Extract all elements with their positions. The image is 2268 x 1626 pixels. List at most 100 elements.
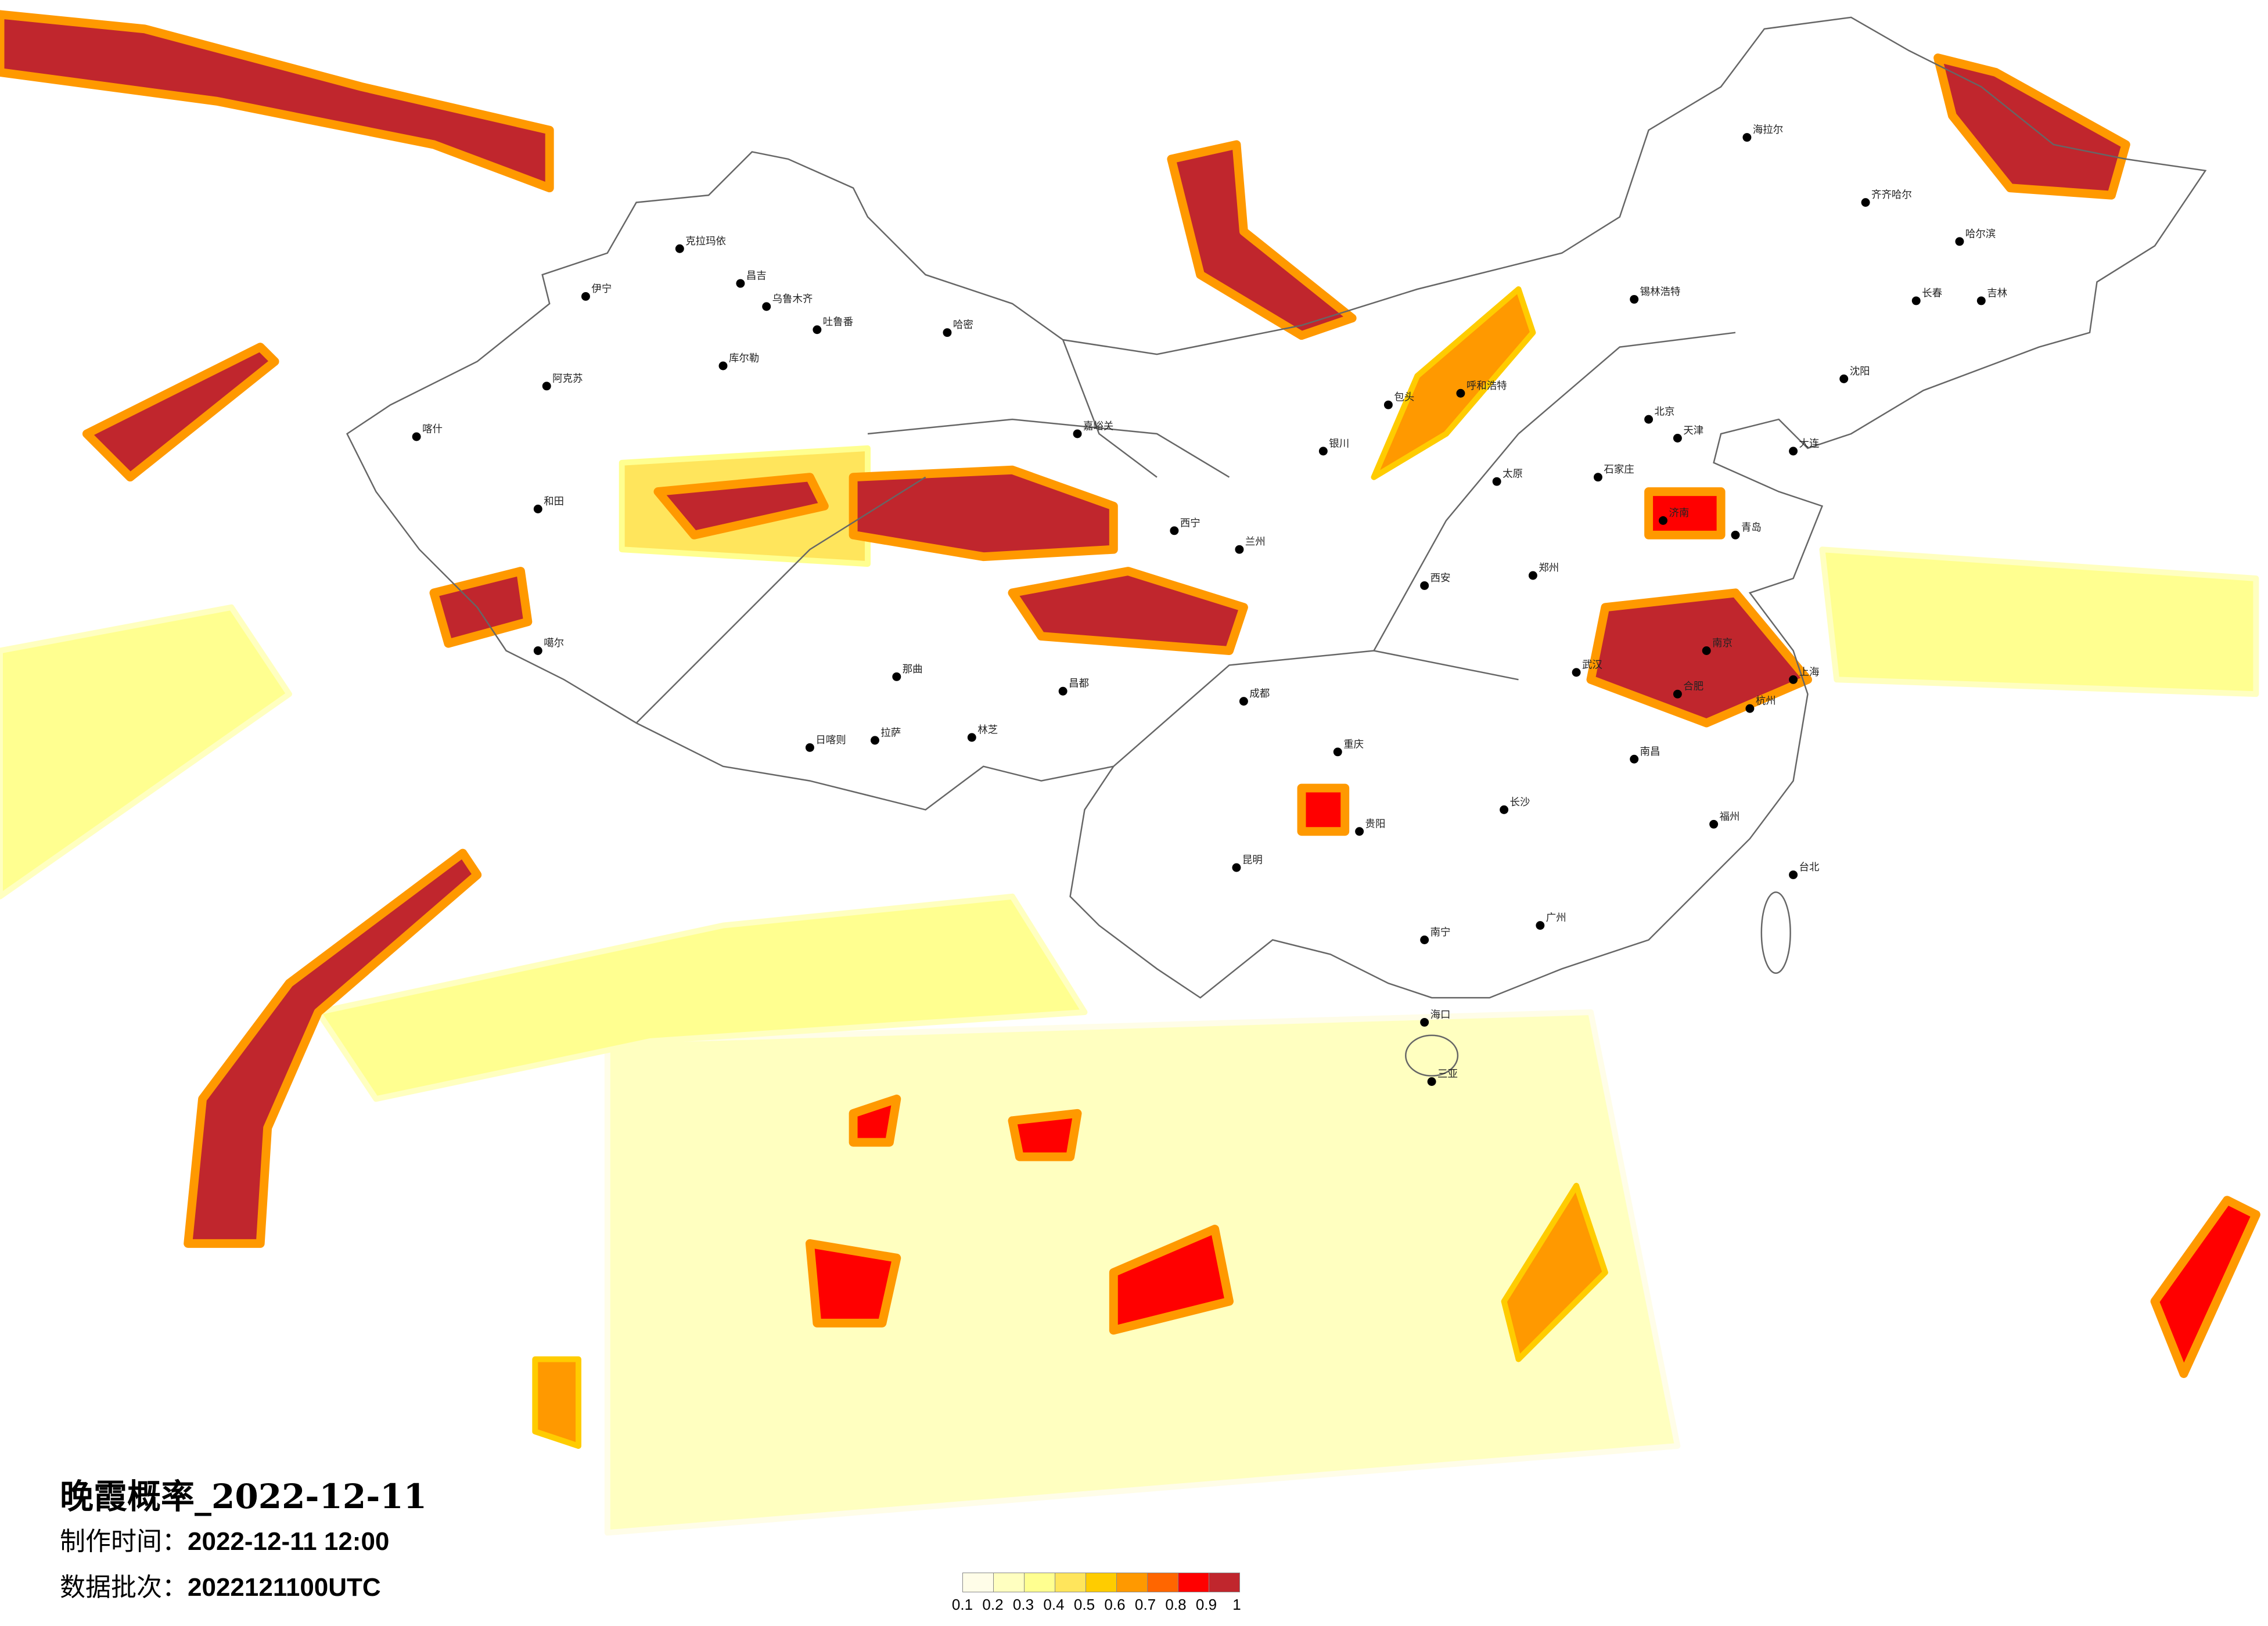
city-label: 成都 bbox=[1249, 688, 1270, 700]
city-label: 海口 bbox=[1430, 1009, 1451, 1021]
city-marker: 杭州 bbox=[1745, 696, 1776, 713]
city-dot bbox=[1673, 434, 1682, 443]
city-marker: 福州 bbox=[1709, 811, 1739, 829]
city-label: 三亚 bbox=[1437, 1069, 1458, 1080]
probability-fields bbox=[0, 10, 2260, 1536]
probability-field bbox=[1644, 487, 1726, 539]
city-marker: 石家庄 bbox=[1593, 464, 1634, 482]
city-dot bbox=[1911, 296, 1921, 305]
city-label: 沈阳 bbox=[1850, 366, 1870, 377]
probability-field bbox=[0, 604, 292, 900]
city-label: 吐鲁番 bbox=[823, 316, 853, 328]
city-dot bbox=[805, 743, 814, 752]
legend-tick: 0.3 bbox=[1012, 1596, 1034, 1613]
city-marker: 海口 bbox=[1420, 1009, 1450, 1027]
production-time-value: 2022-12-11 12:00 bbox=[188, 1527, 390, 1556]
city-dot bbox=[1572, 668, 1581, 677]
taiwan-outline bbox=[1760, 891, 1791, 974]
probability-field bbox=[1371, 286, 1536, 480]
city-label: 太原 bbox=[1503, 469, 1523, 480]
city-label: 青岛 bbox=[1741, 522, 1762, 534]
city-label: 那曲 bbox=[903, 664, 923, 675]
city-dot bbox=[1232, 863, 1241, 872]
city-label: 广州 bbox=[1546, 912, 1566, 924]
data-batch-label: 数据批次： bbox=[60, 1573, 188, 1602]
city-marker: 银川 bbox=[1318, 438, 1349, 456]
city-marker: 郑州 bbox=[1528, 563, 1559, 580]
city-label: 喀什 bbox=[422, 424, 443, 436]
city-dot bbox=[1673, 689, 1682, 699]
city-marker: 昆明 bbox=[1232, 855, 1263, 872]
city-dot bbox=[1427, 1077, 1436, 1086]
legend-tick: 0.1 bbox=[951, 1596, 973, 1613]
city-marker: 武汉 bbox=[1572, 659, 1602, 677]
city-dot bbox=[1318, 447, 1328, 456]
city-dot bbox=[1456, 388, 1465, 398]
city-dot bbox=[1745, 704, 1755, 713]
city-marker: 成都 bbox=[1239, 688, 1270, 706]
city-label: 郑州 bbox=[1539, 563, 1559, 574]
city-label: 长沙 bbox=[1510, 797, 1530, 808]
city-marker: 嘉峪关 bbox=[1073, 421, 1113, 438]
city-marker: 锡林浩特 bbox=[1630, 286, 1680, 304]
legend-swatch bbox=[1117, 1573, 1148, 1592]
city-marker: 库尔勒 bbox=[718, 353, 759, 370]
legend-tick: 0.7 bbox=[1134, 1596, 1156, 1613]
data-batch-value: 2022121100UTC bbox=[188, 1573, 381, 1602]
city-dot bbox=[1659, 516, 1667, 525]
city-marker: 拉萨 bbox=[870, 727, 901, 745]
probability-field bbox=[1109, 1225, 1234, 1335]
legend-tick: 0.8 bbox=[1165, 1596, 1187, 1613]
city-label: 南宁 bbox=[1430, 927, 1451, 938]
city-dot bbox=[1528, 571, 1537, 580]
city-marker: 上海 bbox=[1789, 667, 1819, 684]
city-marker: 昌都 bbox=[1058, 678, 1089, 696]
probability-field bbox=[1297, 783, 1350, 836]
production-time-label: 制作时间： bbox=[60, 1527, 188, 1556]
legend-swatch bbox=[1055, 1573, 1086, 1592]
city-marker: 阿克苏 bbox=[542, 373, 583, 391]
city-marker: 西安 bbox=[1420, 573, 1450, 590]
city-label: 嘉峪关 bbox=[1083, 421, 1113, 433]
city-dot bbox=[943, 328, 952, 337]
city-label: 天津 bbox=[1683, 425, 1703, 437]
city-marker: 台北 bbox=[1789, 862, 1819, 879]
probability-field bbox=[184, 848, 482, 1248]
city-marker: 合肥 bbox=[1673, 681, 1703, 699]
city-dot bbox=[533, 505, 542, 513]
city-label: 北京 bbox=[1655, 406, 1675, 418]
city-marker: 和田 bbox=[533, 496, 564, 513]
city-dot bbox=[1861, 198, 1870, 207]
probability-field bbox=[653, 473, 829, 539]
hainan-outline bbox=[1405, 1034, 1459, 1077]
legend-tick: 0.6 bbox=[1104, 1596, 1126, 1613]
probability-field bbox=[429, 567, 533, 648]
city-label: 西宁 bbox=[1180, 517, 1201, 529]
data-batch: 数据批次：2022121100UTC bbox=[60, 1566, 381, 1603]
city-dot bbox=[1235, 545, 1244, 554]
city-dot bbox=[1709, 819, 1719, 829]
city-label: 石家庄 bbox=[1604, 464, 1634, 476]
city-label: 包头 bbox=[1394, 392, 1414, 404]
city-dot bbox=[1073, 429, 1082, 438]
city-label: 合肥 bbox=[1683, 681, 1703, 693]
city-marker: 广州 bbox=[1536, 912, 1566, 930]
city-dot bbox=[718, 361, 728, 370]
city-dot bbox=[870, 736, 879, 745]
city-dot bbox=[1742, 133, 1752, 142]
city-label: 哈尔滨 bbox=[1965, 228, 1996, 240]
probability-field bbox=[532, 1356, 581, 1449]
city-dot bbox=[1789, 675, 1798, 684]
city-marker: 海拉尔 bbox=[1742, 124, 1783, 142]
city-dot bbox=[1239, 697, 1248, 706]
city-marker: 哈密 bbox=[943, 319, 973, 337]
city-label: 台北 bbox=[1799, 862, 1820, 873]
city-marker: 三亚 bbox=[1427, 1069, 1458, 1086]
city-dot bbox=[1383, 400, 1393, 409]
city-marker: 南昌 bbox=[1630, 746, 1660, 764]
city-dot bbox=[1644, 415, 1654, 424]
probability-field bbox=[849, 1094, 901, 1147]
city-label: 福州 bbox=[1720, 811, 1740, 823]
